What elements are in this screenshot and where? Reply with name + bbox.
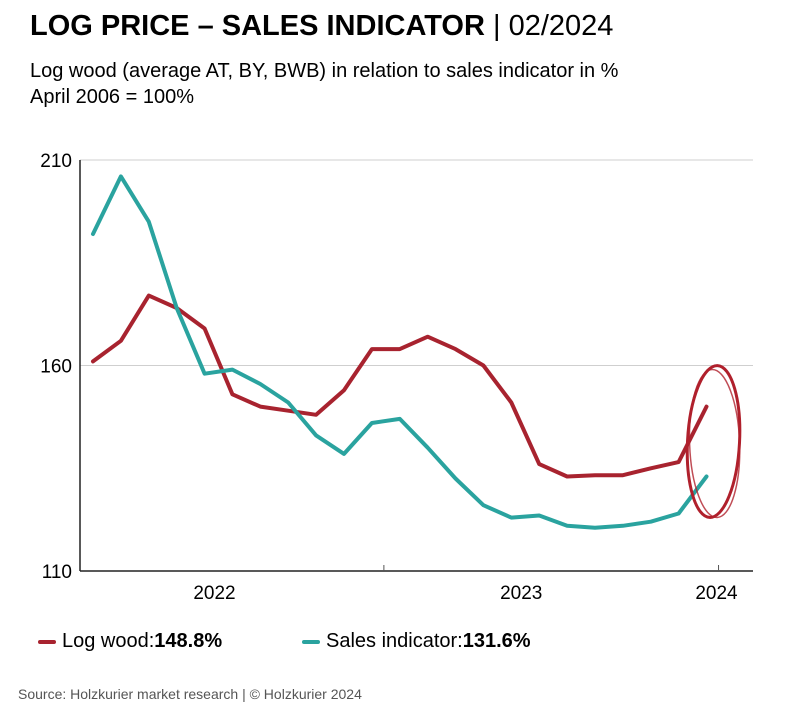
x-tick-label-2024: 2024 — [695, 583, 738, 604]
title-main: LOG PRICE – SALES INDICATOR — [30, 10, 485, 42]
chart-title: LOG PRICE – SALES INDICATOR | 02/2024 — [30, 10, 613, 43]
chart-subtitle: Log wood (average AT, BY, BWB) in relati… — [30, 58, 618, 110]
subtitle-line-1: Log wood (average AT, BY, BWB) in relati… — [30, 60, 619, 82]
legend-swatch-log-wood — [38, 639, 56, 644]
source-note: Source: Holzkurier market research | © H… — [18, 686, 362, 702]
subtitle-line-2: April 2006 = 100% — [30, 86, 195, 108]
title-date: 02/2024 — [508, 10, 614, 42]
series-line-log-wood — [91, 293, 709, 479]
legend-swatch-sales-indicator — [302, 639, 320, 644]
x-tick-label-2022: 2022 — [193, 583, 235, 604]
series-line-sales-indicator — [91, 174, 709, 530]
legend-value-log-wood: 148.8% — [154, 630, 223, 652]
y-tick-label-160: 160 — [40, 357, 72, 378]
title-separator: | — [493, 10, 501, 42]
x-tick-label-2023: 2023 — [500, 583, 542, 604]
legend-item-sales-indicator: Sales indicator: 131.6% — [302, 630, 531, 653]
legend-item-log-wood: Log wood: 148.8% — [38, 630, 222, 653]
highlight-ellipse-stroke-2 — [688, 368, 741, 519]
legend-label-log-wood: Log wood: — [62, 630, 155, 652]
legend-label-sales-indicator: Sales indicator: — [326, 630, 463, 652]
legend-value-sales-indicator: 131.6% — [462, 630, 531, 652]
y-tick-label-110: 110 — [42, 562, 72, 583]
y-tick-label-210: 210 — [40, 151, 72, 172]
